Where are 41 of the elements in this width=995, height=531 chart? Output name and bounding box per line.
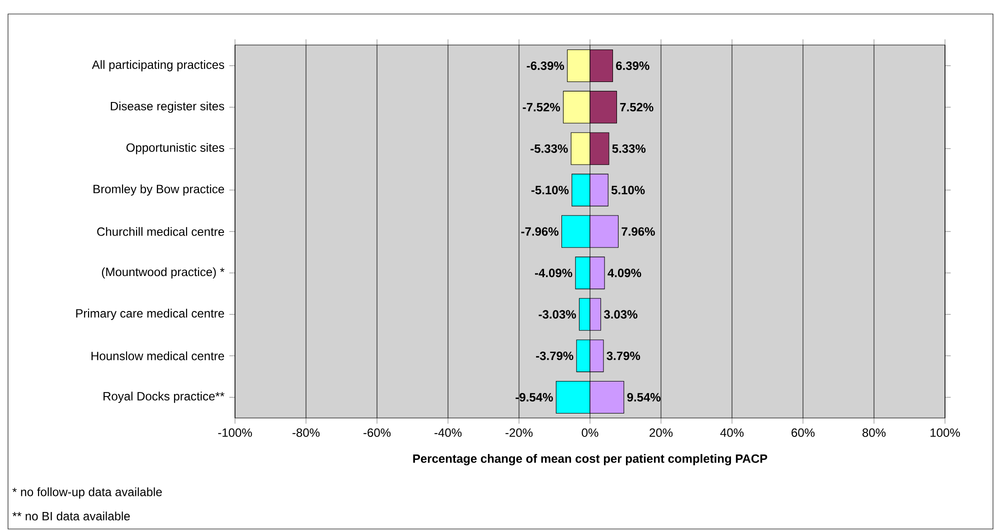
data-label: -3.03% xyxy=(538,310,576,319)
x-tick-label: -60% xyxy=(364,428,391,437)
y-tick-label: Opportunistic sites xyxy=(126,143,224,154)
data-label: 4.09% xyxy=(608,268,642,278)
x-tick-label: 80% xyxy=(862,428,886,437)
y-tick-label: Hounslow medical centre xyxy=(92,351,224,360)
y-tick-label: Churchill medical centre xyxy=(97,227,224,236)
data-label: -7.96% xyxy=(521,227,558,236)
data-label: 7.52% xyxy=(620,102,654,112)
y-tick-label: Bromley by Bow practice xyxy=(94,184,224,196)
data-label: 6.39% xyxy=(616,61,650,70)
data-label: 7.96% xyxy=(622,227,655,236)
x-tick-label: -80% xyxy=(292,428,320,437)
y-tick-label: Royal Docks practice** xyxy=(104,392,224,403)
y-tick-label: All participating practices xyxy=(92,60,224,72)
data-label: 5.10% xyxy=(611,186,645,194)
data-label: 9.54% xyxy=(627,393,661,402)
text: * no follow-up data available xyxy=(12,487,162,499)
data-label: 3.03% xyxy=(604,310,638,319)
data-label: -9.54% xyxy=(516,393,553,402)
data-label: -7.52% xyxy=(522,102,560,112)
data-label: -4.09% xyxy=(534,268,572,278)
data-label: -5.33% xyxy=(530,144,568,153)
x-tick-label: -100% xyxy=(218,428,252,437)
text: ** no BI data available xyxy=(12,512,130,520)
x-axis-title: Percentage change of mean cost per patient completing PACP xyxy=(413,454,768,466)
data-label: 5.33% xyxy=(612,144,646,153)
x-tick-label: -40% xyxy=(434,428,462,437)
data-label: -3.79% xyxy=(536,352,574,360)
x-tick-label: 0% xyxy=(582,428,598,437)
y-tick-label: (Mountwood practice) * xyxy=(102,267,224,279)
x-tick-label: 100% xyxy=(930,428,960,437)
x-tick-label: 60% xyxy=(792,428,815,437)
data-label: 3.79% xyxy=(606,352,640,360)
data-label: -5.10% xyxy=(531,186,569,194)
x-tick-label: 40% xyxy=(720,428,744,437)
y-tick-label: Disease register sites xyxy=(110,102,224,113)
data-label: -6.39% xyxy=(526,61,564,70)
x-tick-label: -20% xyxy=(506,428,533,437)
y-tick-label: Primary care medical centre xyxy=(76,308,224,320)
x-tick-label: 20% xyxy=(650,428,673,437)
